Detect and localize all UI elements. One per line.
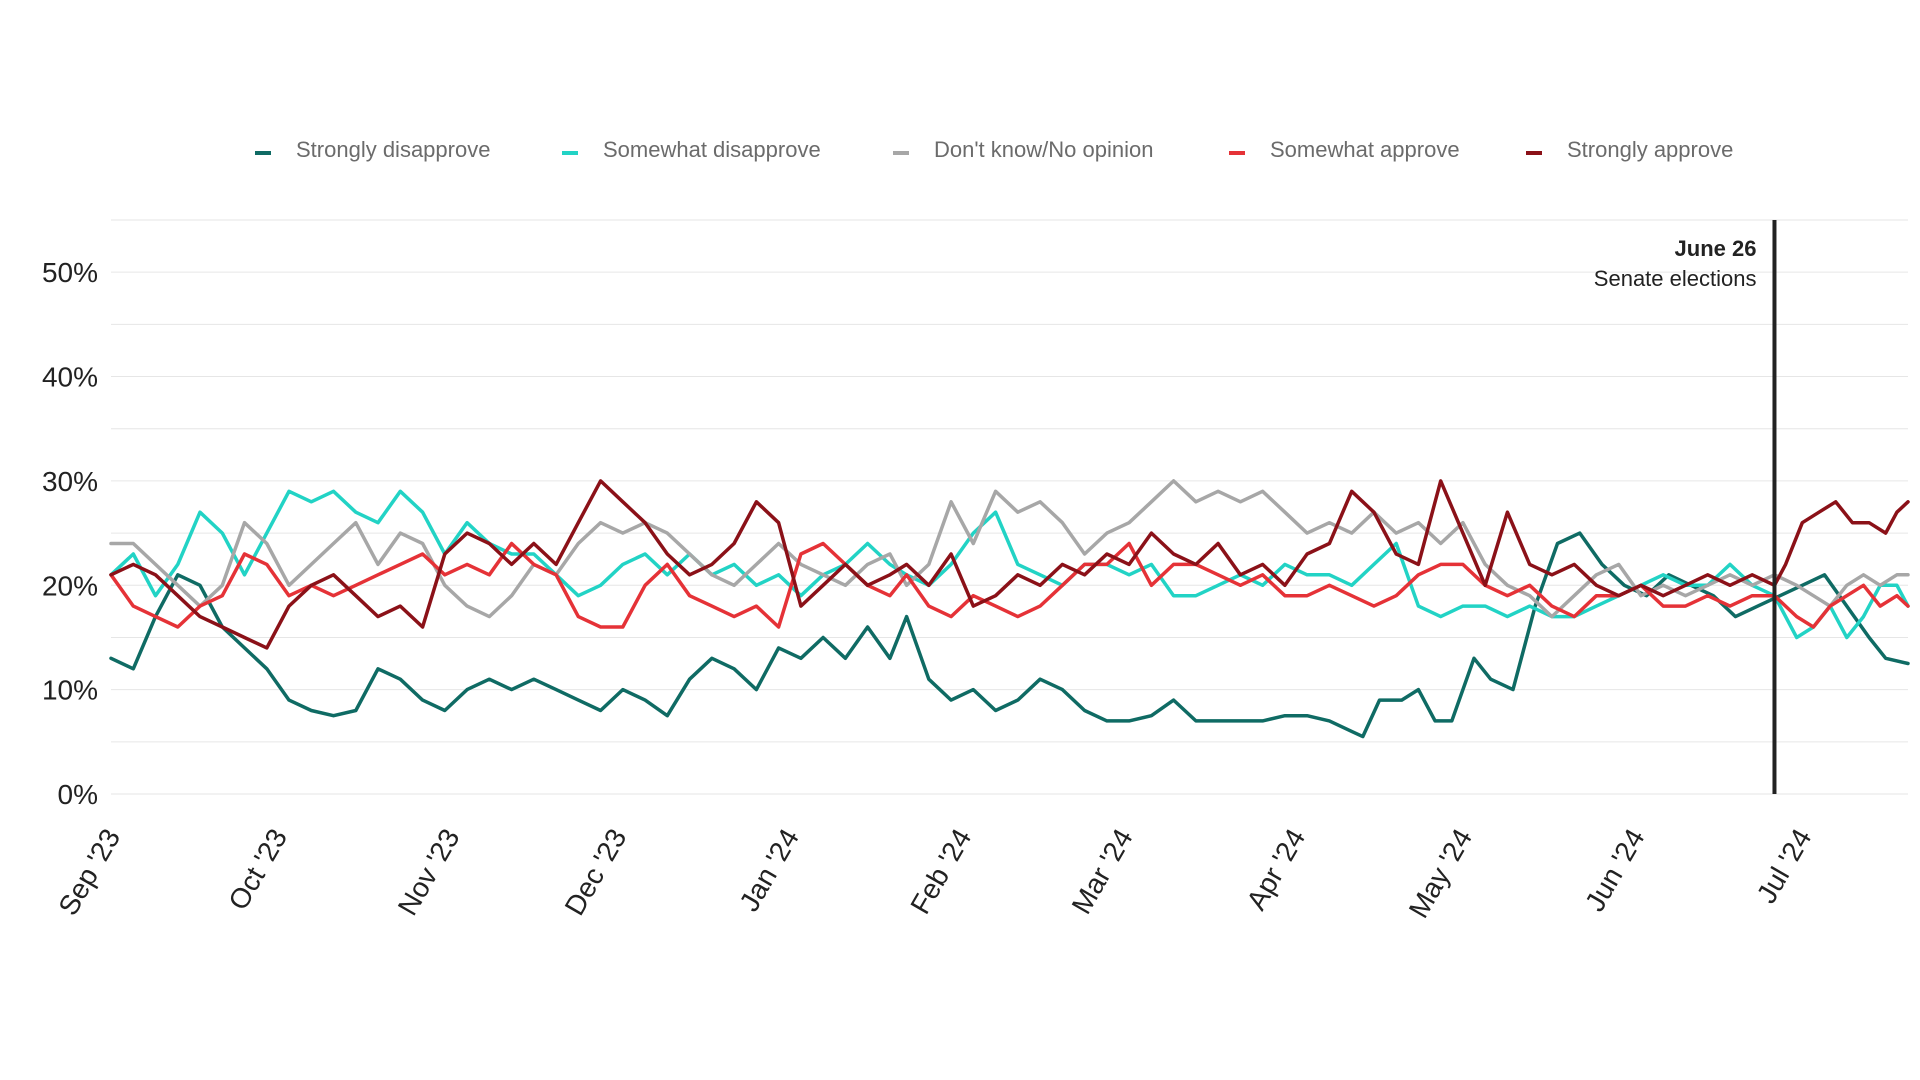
x-tick-label: Jan '24 [733,824,805,917]
x-tick-label: May '24 [1403,824,1478,924]
y-tick-label: 40% [42,362,98,393]
y-axis-ticks: 0% 10% 20% 30% 40% 50% [42,257,98,810]
series-line-somewhat-disapprove [109,489,1910,640]
x-tick-label: Jul '24 [1751,824,1818,909]
y-tick-label: 10% [42,675,98,706]
legend-label: Somewhat approve [1270,137,1460,162]
x-axis-ticks: Sep '23 Oct '23 Nov '23 Dec '23 Jan '24 Feb '… [52,823,1817,923]
x-tick-label: Nov '23 [392,824,466,921]
x-tick-label: Mar '24 [1066,824,1139,920]
series-line-don-t-know-no-opinion [109,479,1910,619]
y-gridlines [111,219,1908,795]
x-tick-label: Feb '24 [904,823,977,919]
legend-label: Don't know/No opinion [934,137,1153,162]
legend-label: Strongly disapprove [296,137,490,162]
y-tick-label: 30% [42,466,98,497]
series-lines [109,479,1910,739]
legend-label: Somewhat disapprove [603,137,821,162]
x-tick-label: Dec '23 [559,824,633,921]
x-tick-label: Apr '24 [1240,824,1311,916]
chart-legend: Strongly disapprove Somewhat disapprove Do… [255,137,1733,162]
y-tick-label: 50% [42,257,98,288]
x-tick-label: Jun '24 [1579,824,1651,917]
annotation-senate-elections: June 26 Senate elections [1594,220,1777,794]
annotation-label: Senate elections [1594,266,1757,291]
series-line-strongly-disapprove [109,531,1910,739]
legend-label: Strongly approve [1567,137,1733,162]
x-tick-label: Sep '23 [52,824,126,921]
series-line-strongly-approve [109,479,1910,650]
annotation-date: June 26 [1675,236,1757,261]
y-tick-label: 0% [58,779,98,810]
y-tick-label: 20% [42,570,98,601]
x-tick-label: Oct '23 [222,824,293,916]
